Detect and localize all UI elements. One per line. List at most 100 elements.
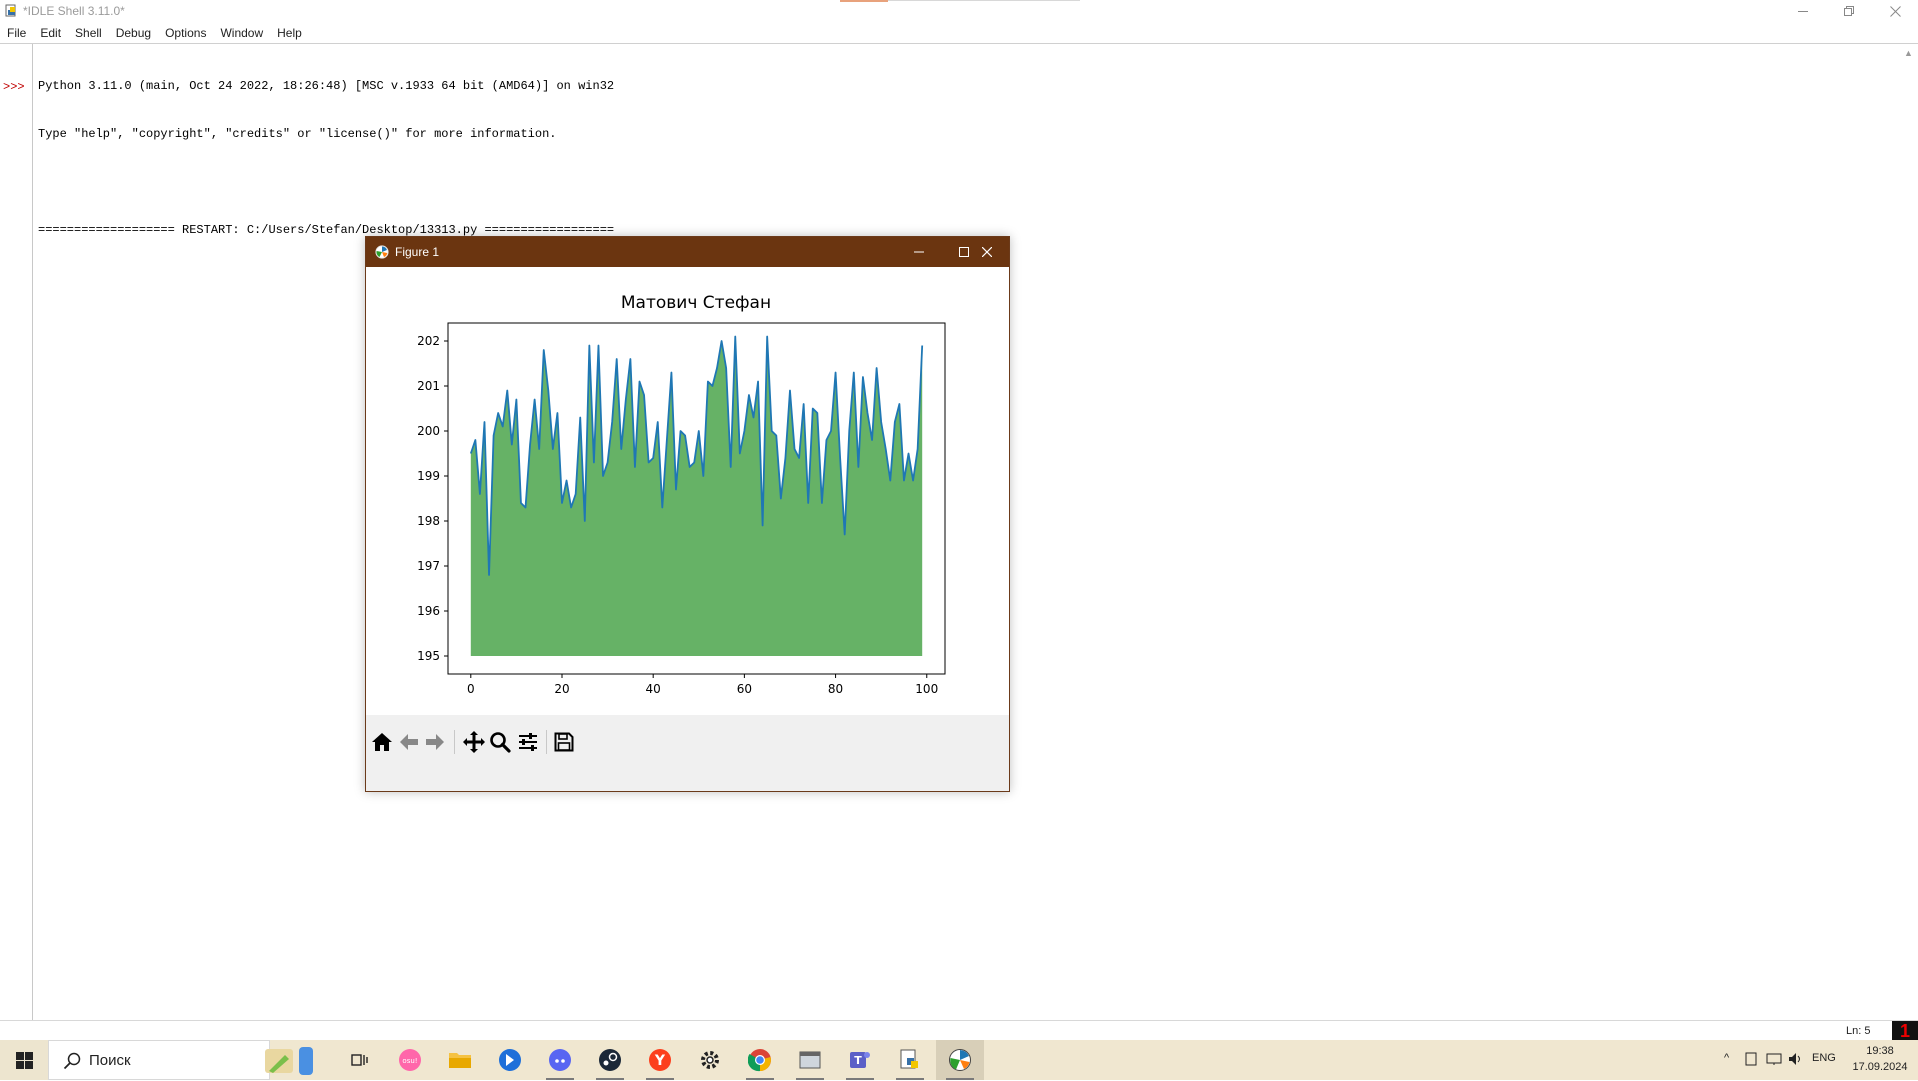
steam-icon [599, 1049, 621, 1071]
shell-line: =================== RESTART: C:/Users/St… [38, 223, 615, 237]
search-icon [63, 1052, 81, 1070]
plot-canvas[interactable]: Матович Стефан 0 20 40 60 80 100 195 196 197 198… [366, 267, 1009, 715]
volume-icon[interactable] [1788, 1052, 1804, 1066]
windows-logo-icon [15, 1051, 33, 1069]
home-icon [372, 733, 392, 751]
close-icon [1889, 5, 1901, 17]
language-indicator[interactable]: ENG [1812, 1052, 1836, 1064]
matplotlib-icon [375, 245, 389, 259]
taskbar-chrome[interactable] [736, 1040, 784, 1080]
taskbar: Поиск osu! Y T ^ [0, 1040, 1918, 1080]
x-tick-label: 20 [554, 682, 569, 696]
start-button[interactable] [0, 1040, 48, 1080]
taskbar-python-installer[interactable] [886, 1040, 934, 1080]
network-icon[interactable] [1766, 1052, 1782, 1066]
minimize-button[interactable] [1780, 0, 1826, 22]
y-tick-label: 200 [417, 424, 440, 438]
taskbar-app-blue[interactable] [486, 1040, 534, 1080]
chart-title: Матович Стефан [621, 293, 771, 313]
menu-bar: File Edit Shell Debug Options Window Hel… [0, 22, 1918, 44]
taskbar-search[interactable]: Поиск [48, 1040, 313, 1080]
area-fill [470, 336, 923, 656]
figure-close-button[interactable] [964, 237, 1009, 267]
prompt-gutter: >>> [0, 44, 33, 1020]
close-icon [981, 247, 992, 257]
figure-toolbar [366, 715, 1009, 791]
shell-line [38, 174, 614, 190]
vertical-scrollbar[interactable]: ▲ [1900, 44, 1918, 1020]
yandex-icon: Y [649, 1049, 671, 1071]
osu-icon: osu! [399, 1049, 421, 1071]
figure-minimize-button[interactable] [896, 237, 941, 267]
minimize-icon [1797, 10, 1808, 12]
zoom-button[interactable] [487, 729, 513, 755]
menu-file[interactable]: File [7, 25, 27, 40]
window-title: *IDLE Shell 3.11.0* [23, 4, 125, 18]
tray-overflow-icon[interactable]: ^ [1724, 1052, 1730, 1064]
shell-output[interactable]: Python 3.11.0 (main, Oct 24 2022, 18:26:… [38, 46, 614, 254]
configure-subplots-button[interactable] [515, 729, 541, 755]
y-tick-label: 195 [417, 649, 440, 663]
back-icon [400, 734, 418, 750]
pan-icon [463, 731, 485, 753]
menu-shell[interactable]: Shell [75, 25, 102, 40]
menu-debug[interactable]: Debug [115, 25, 152, 40]
clock-date: 17.09.2024 [1852, 1061, 1908, 1073]
matplotlib-icon [949, 1049, 971, 1071]
python-installer-icon [900, 1049, 918, 1069]
x-tick-label: 80 [828, 682, 843, 696]
save-button[interactable] [551, 729, 577, 755]
figure-title: Figure 1 [395, 245, 440, 259]
configure-icon [519, 733, 537, 751]
taskbar-file-explorer[interactable] [436, 1040, 484, 1080]
scroll-up-icon[interactable]: ▲ [1904, 48, 1913, 58]
restore-button[interactable] [1826, 0, 1872, 22]
idle-titlebar: *IDLE Shell 3.11.0* [0, 0, 1918, 22]
blue-app-icon [499, 1049, 521, 1071]
chart: Матович Стефан 0 20 40 60 80 100 195 196 197 198… [417, 293, 946, 696]
figure-window[interactable]: Figure 1 Матович Стефан 0 20 40 60 80 100 195… [365, 236, 1010, 792]
taskbar-discord[interactable] [536, 1040, 584, 1080]
y-tick-label: 199 [417, 469, 440, 483]
menu-options[interactable]: Options [165, 25, 207, 40]
taskbar-yandex[interactable]: Y [636, 1040, 684, 1080]
clock[interactable]: 19:38 17.09.2024 [1850, 1043, 1910, 1075]
x-tick-label: 100 [915, 682, 938, 696]
back-button[interactable] [396, 729, 422, 755]
search-placeholder: Поиск [89, 1052, 131, 1069]
taskbar-matplotlib-figure[interactable] [936, 1040, 984, 1080]
shell-line: Type "help", "copyright", "credits" or "… [38, 127, 557, 141]
figure-maximize-button[interactable] [941, 237, 986, 267]
y-tick-label: 198 [417, 514, 440, 528]
status-bar: Ln: 5 1 [0, 1020, 1918, 1041]
menu-window[interactable]: Window [220, 25, 264, 40]
forward-icon [426, 734, 444, 750]
axes-frame [447, 322, 946, 675]
close-button[interactable] [1872, 0, 1918, 22]
forward-button[interactable] [422, 729, 448, 755]
taskbar-osu[interactable]: osu! [386, 1040, 434, 1080]
taskbar-task-view[interactable] [336, 1040, 384, 1080]
menu-edit[interactable]: Edit [40, 25, 62, 40]
y-tick-label: 201 [417, 379, 440, 393]
home-button[interactable] [369, 729, 395, 755]
svg-text:T: T [854, 1054, 862, 1067]
battery-icon[interactable] [1744, 1052, 1758, 1066]
taskbar-settings[interactable] [686, 1040, 734, 1080]
y-tick-label: 197 [417, 559, 440, 573]
notification-badge: 1 [1892, 1021, 1918, 1041]
menu-help[interactable]: Help [277, 25, 302, 40]
taskbar-steam[interactable] [586, 1040, 634, 1080]
idle-app-icon [5, 4, 16, 17]
taskbar-teams[interactable]: T [836, 1040, 884, 1080]
restore-icon [1843, 5, 1854, 16]
task-view-icon [351, 1054, 368, 1066]
teams-icon: T [850, 1052, 870, 1068]
pan-button[interactable] [461, 729, 487, 755]
taskbar-app-gray[interactable] [786, 1040, 834, 1080]
svg-text:Y: Y [654, 1053, 666, 1069]
discord-icon [549, 1049, 571, 1071]
maximize-icon [958, 247, 969, 257]
figure-titlebar[interactable]: Figure 1 [366, 237, 1009, 267]
clock-time: 19:38 [1866, 1045, 1894, 1057]
